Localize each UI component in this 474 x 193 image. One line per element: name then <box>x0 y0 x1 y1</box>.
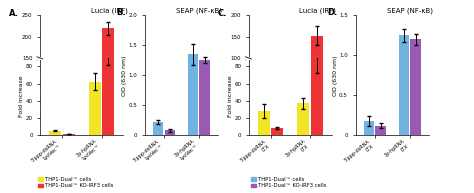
Legend: THP1-Dual™ cells, THP1-Dual™ KO-IRF3 cells: THP1-Dual™ cells, THP1-Dual™ KO-IRF3 cel… <box>36 175 115 190</box>
Text: Lucia (IRF): Lucia (IRF) <box>299 8 336 14</box>
Bar <box>311 58 323 135</box>
Y-axis label: OD (630 nm): OD (630 nm) <box>333 55 337 96</box>
Bar <box>49 131 61 135</box>
Y-axis label: Fold increase: Fold increase <box>19 76 24 117</box>
Bar <box>311 36 323 58</box>
Legend: THP1-Dual™ cells, THP1-Dual™ KO-IRF3 cells: THP1-Dual™ cells, THP1-Dual™ KO-IRF3 cel… <box>249 175 328 190</box>
Bar <box>188 54 198 135</box>
Bar <box>410 39 421 135</box>
Bar <box>258 111 270 135</box>
Bar <box>153 122 163 135</box>
Bar <box>364 121 374 135</box>
Bar <box>102 28 114 58</box>
Y-axis label: Fold increase: Fold increase <box>228 76 233 117</box>
Bar <box>399 35 409 135</box>
Bar <box>102 58 114 135</box>
Text: D.: D. <box>328 8 338 17</box>
Bar <box>375 125 386 135</box>
Text: A.: A. <box>9 9 18 18</box>
Bar <box>271 128 283 135</box>
Text: Lucia (IRF): Lucia (IRF) <box>91 8 128 14</box>
Text: C.: C. <box>217 9 227 18</box>
Text: SEAP (NF-κB): SEAP (NF-κB) <box>387 8 433 14</box>
Bar <box>200 60 210 135</box>
Bar <box>89 82 100 135</box>
Bar <box>63 134 75 135</box>
Text: SEAP (NF-κB): SEAP (NF-κB) <box>176 8 222 14</box>
Bar <box>164 130 175 135</box>
Y-axis label: OD (630 nm): OD (630 nm) <box>122 55 127 96</box>
Text: B.: B. <box>117 8 126 17</box>
Bar <box>297 103 309 135</box>
